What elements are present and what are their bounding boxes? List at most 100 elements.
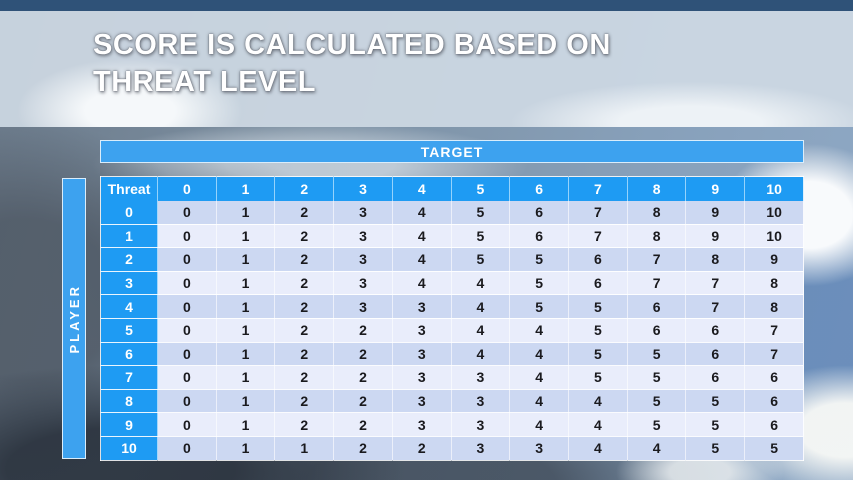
score-cell: 2: [274, 224, 335, 249]
score-cell: 5: [509, 271, 570, 296]
row-header-threat-10: 10: [100, 436, 158, 461]
score-cell: 5: [627, 342, 687, 367]
column-header-target-8: 8: [627, 176, 687, 201]
row-header-threat-2: 2: [100, 247, 158, 272]
score-cell: 4: [392, 247, 452, 272]
score-cell: 7: [627, 271, 687, 296]
score-cell: 3: [392, 365, 452, 390]
score-cell: 4: [509, 412, 570, 437]
score-cell: 1: [216, 247, 276, 272]
score-cell: 2: [274, 294, 335, 319]
score-cell: 2: [274, 247, 335, 272]
column-header-target-4: 4: [392, 176, 452, 201]
score-cell: 1: [216, 365, 276, 390]
score-table-body: 0 0 1 2 3 4 5 6 7 8 9 10 1 0 1 2 3 4 5 6 7 8 9 10 2 0 1 2 3 4 5 5 6 7 8 9 3 0…: [100, 200, 804, 461]
column-header-target-9: 9: [685, 176, 746, 201]
row-header-threat-9: 9: [100, 412, 158, 437]
score-cell: 2: [274, 365, 335, 390]
score-cell: 4: [451, 342, 511, 367]
score-cell: 0: [157, 200, 217, 225]
score-cell: 0: [157, 318, 217, 343]
score-cell: 2: [333, 389, 393, 414]
score-cell: 2: [274, 342, 335, 367]
slide-title-line1: SCORE IS CALCULATED BASED ON: [93, 29, 611, 61]
score-cell: 4: [627, 436, 687, 461]
score-cell: 5: [568, 365, 628, 390]
score-cell: 5: [685, 412, 746, 437]
score-cell: 2: [333, 318, 393, 343]
score-cell: 8: [627, 224, 687, 249]
score-cell: 3: [451, 365, 511, 390]
score-cell: 5: [568, 342, 628, 367]
score-cell: 1: [216, 342, 276, 367]
score-cell: 7: [568, 224, 628, 249]
score-cell: 4: [568, 389, 628, 414]
target-axis-label: TARGET: [420, 143, 484, 160]
score-cell: 4: [451, 318, 511, 343]
row-header-threat-3: 3: [100, 271, 158, 296]
score-cell: 0: [157, 412, 217, 437]
score-cell: 6: [744, 365, 804, 390]
target-axis-bar: TARGET: [100, 140, 804, 163]
score-cell: 4: [568, 436, 628, 461]
score-cell: 5: [627, 412, 687, 437]
score-cell: 5: [685, 436, 746, 461]
score-cell: 8: [627, 200, 687, 225]
score-cell: 5: [568, 318, 628, 343]
score-cell: 2: [274, 389, 335, 414]
row-header-threat-7: 7: [100, 365, 158, 390]
score-cell: 3: [333, 224, 393, 249]
slide-title: SCORE IS CALCULATED BASED ON THREAT LEVE…: [93, 27, 813, 101]
score-cell: 1: [216, 271, 276, 296]
score-cell: 0: [157, 389, 217, 414]
score-cell: 6: [627, 294, 687, 319]
score-cell: 3: [392, 389, 452, 414]
score-cell: 1: [216, 200, 276, 225]
score-matrix-table: Threat 0 1 2 3 4 5 6 7 8 9 10 0 0 1 2 3 4 5 6 7 8 9 10 1 0 1 2 3 4 5…: [100, 176, 804, 461]
score-cell: 1: [216, 412, 276, 437]
score-cell: 2: [274, 200, 335, 225]
score-cell: 7: [744, 342, 804, 367]
score-cell: 10: [744, 200, 804, 225]
score-cell: 2: [333, 412, 393, 437]
table-row: 0 0 1 2 3 4 5 6 7 8 9 10: [100, 200, 804, 225]
score-cell: 3: [451, 389, 511, 414]
top-strip: [0, 0, 853, 11]
score-cell: 6: [509, 224, 570, 249]
score-cell: 4: [392, 271, 452, 296]
column-header-target-5: 5: [451, 176, 511, 201]
score-cell: 5: [451, 224, 511, 249]
score-cell: 4: [568, 412, 628, 437]
score-cell: 6: [685, 365, 746, 390]
score-cell: 0: [157, 224, 217, 249]
score-cell: 6: [568, 271, 628, 296]
row-header-threat-4: 4: [100, 294, 158, 319]
score-cell: 0: [157, 436, 217, 461]
score-cell: 7: [627, 247, 687, 272]
score-cell: 5: [568, 294, 628, 319]
score-cell: 6: [744, 412, 804, 437]
column-header-target-1: 1: [216, 176, 276, 201]
score-cell: 6: [509, 200, 570, 225]
score-cell: 5: [509, 247, 570, 272]
score-cell: 2: [274, 318, 335, 343]
score-cell: 3: [333, 271, 393, 296]
score-cell: 8: [744, 294, 804, 319]
score-cell: 3: [451, 412, 511, 437]
score-cell: 7: [685, 271, 746, 296]
score-cell: 5: [685, 389, 746, 414]
score-cell: 3: [333, 294, 393, 319]
row-header-threat-5: 5: [100, 318, 158, 343]
row-header-threat-1: 1: [100, 224, 158, 249]
score-cell: 4: [451, 271, 511, 296]
score-cell: 1: [216, 318, 276, 343]
score-cell: 4: [509, 342, 570, 367]
score-cell: 1: [216, 436, 276, 461]
score-cell: 4: [392, 224, 452, 249]
